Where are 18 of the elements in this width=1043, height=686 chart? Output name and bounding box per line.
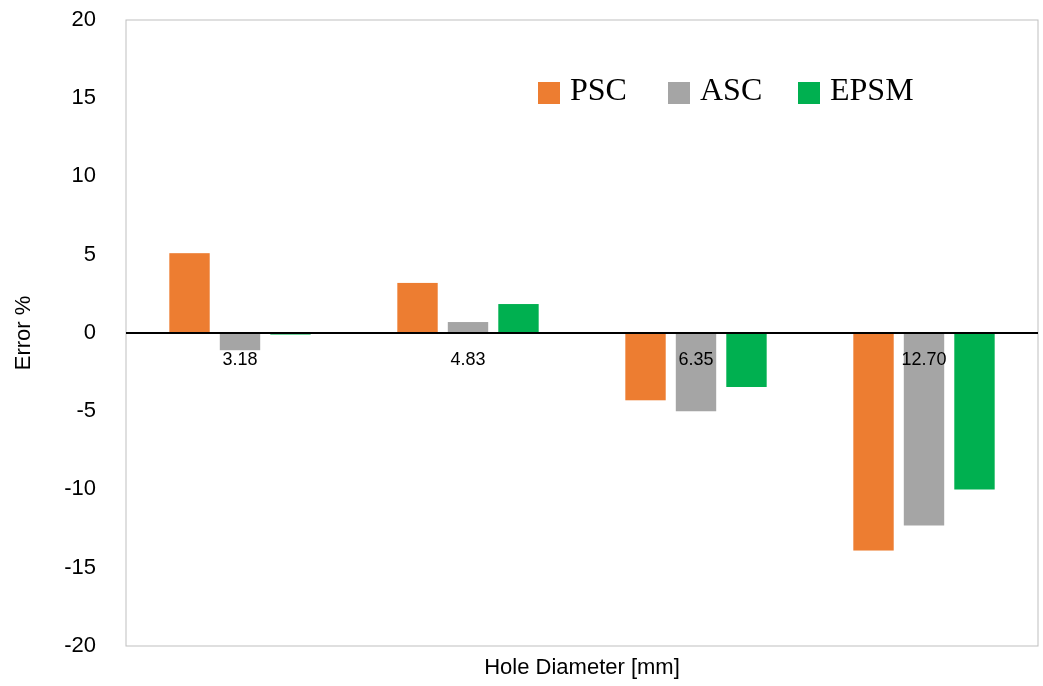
y-tick-label: -20 xyxy=(64,631,96,657)
legend-label: EPSM xyxy=(830,71,914,108)
y-tick-label: 5 xyxy=(83,240,96,266)
x-tick-label: 3.18 xyxy=(222,349,258,369)
x-axis-title: Hole Diameter [mm] xyxy=(484,654,680,679)
y-axis-title: Error % xyxy=(10,295,35,371)
y-tick-label: 20 xyxy=(71,5,96,31)
y-tick-label: 10 xyxy=(71,162,96,188)
y-tick-label: -10 xyxy=(64,475,96,501)
y-tick-label: -15 xyxy=(64,553,96,579)
x-tick-label: 6.35 xyxy=(678,349,714,369)
y-tick-label: 15 xyxy=(71,84,96,110)
y-tick-label: -5 xyxy=(76,397,96,423)
x-tick-label: 12.70 xyxy=(901,349,947,369)
x-tick-label: 4.83 xyxy=(450,349,486,369)
legend-label: ASC xyxy=(700,71,763,108)
legend-label: PSC xyxy=(570,71,627,108)
y-tick-label: 0 xyxy=(83,318,96,344)
